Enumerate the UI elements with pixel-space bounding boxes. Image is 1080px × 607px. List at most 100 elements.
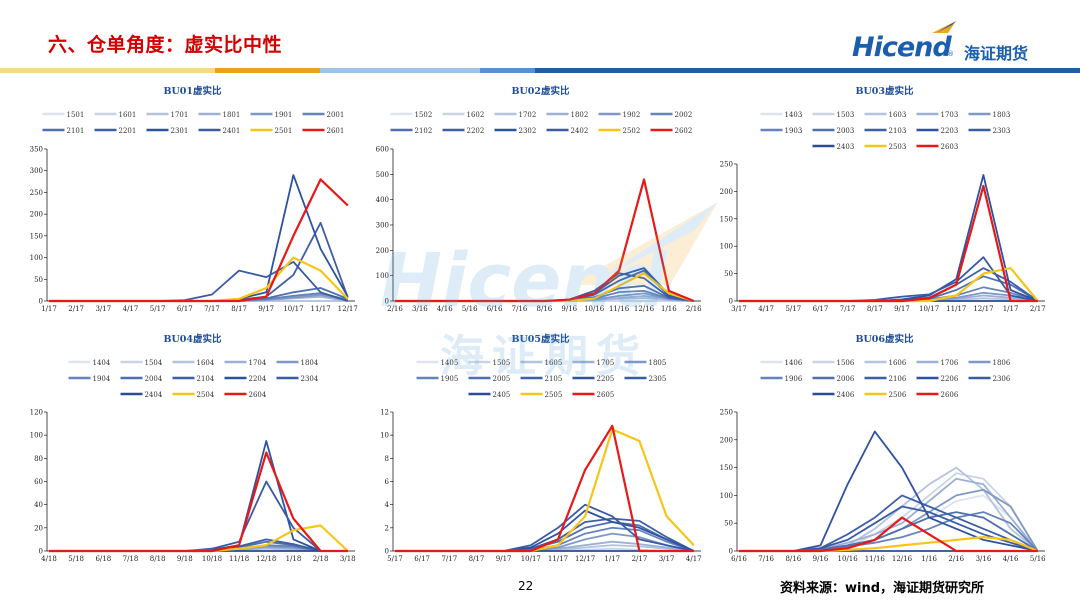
x-tick-label: 1/17: [604, 555, 620, 563]
x-tick-label: 12/16: [892, 555, 913, 563]
y-tick-label: 60: [34, 478, 43, 486]
y-tick-label: 12: [380, 409, 389, 417]
y-tick-label: 20: [34, 524, 43, 532]
x-tick-label: 1/16: [661, 305, 677, 313]
legend-item: 1406: [760, 359, 803, 367]
series-line-2203: [739, 174, 1039, 302]
logo-cn-text: 海证期货: [964, 44, 1029, 63]
legend-label: 1405: [441, 359, 459, 367]
x-tick-label: 12/18: [256, 555, 276, 563]
x-tick-label: 8/16: [537, 305, 553, 313]
x-tick-label: 7/18: [123, 555, 139, 563]
legend-item: 2005: [468, 375, 511, 383]
legend-label: 1701: [171, 111, 189, 119]
legend-item: 2305: [624, 375, 666, 383]
x-tick-label: 5/17: [785, 305, 801, 313]
legend-label: 2504: [197, 391, 215, 399]
x-tick-label: 1/17: [1003, 305, 1019, 313]
legend-item: 2204: [224, 375, 267, 383]
legend-item: 1906: [760, 375, 803, 383]
y-tick-label: 4: [385, 501, 390, 509]
x-tick-label: 6/18: [95, 555, 111, 563]
legend-item: 1901: [250, 111, 293, 119]
y-tick-label: 0: [385, 298, 389, 306]
series-line-2304: [49, 480, 348, 552]
legend-label: 1805: [649, 359, 667, 367]
legend-item: 1404: [68, 359, 111, 367]
x-tick-label: 10/17: [919, 305, 939, 313]
y-tick-label: 0: [385, 548, 389, 556]
legend-item: 2103: [864, 127, 907, 135]
legend-item: 1905: [416, 375, 458, 383]
x-tick-label: 9/17: [496, 555, 512, 563]
legend-label: 1403: [785, 111, 803, 119]
legend-label: 2103: [889, 127, 907, 135]
chart-title: BU05虚实比: [511, 333, 570, 345]
page-number: 22: [518, 579, 534, 593]
legend-item: 2404: [120, 391, 163, 399]
series-line-2606: [739, 516, 1038, 553]
legend-item: 1403: [760, 111, 803, 119]
legend-label: 1603: [889, 111, 907, 119]
legend-item: 1505: [468, 359, 510, 367]
legend-label: 2302: [519, 127, 537, 135]
legend-label: 2406: [837, 391, 855, 399]
series-line-2601: [49, 178, 349, 303]
y-tick-label: 150: [720, 464, 733, 472]
legend-item: 2203: [916, 127, 959, 135]
legend-label: 2001: [327, 111, 345, 119]
legend-label: 1506: [837, 359, 855, 367]
hicend-logo: Hicend ® 海证期货: [852, 21, 1052, 64]
legend-label: 1705: [597, 359, 615, 367]
x-tick-label: 1/17: [41, 305, 57, 313]
x-tick-label: 2/17: [632, 555, 648, 563]
legend-label: 1902: [623, 111, 641, 119]
x-tick-label: 12/17: [338, 305, 358, 313]
x-tick-label: 9/16: [813, 555, 829, 563]
x-tick-label: 2/17: [68, 305, 84, 313]
legend-item: 2402: [546, 127, 588, 135]
legend-label: 1502: [415, 111, 433, 119]
x-tick-label: 10/18: [202, 555, 222, 563]
legend-label: 1602: [467, 111, 485, 119]
legend-item: 2604: [224, 391, 267, 399]
y-tick-label: 250: [720, 409, 733, 417]
y-tick-label: 250: [720, 161, 733, 169]
legend-item: 1704: [224, 359, 267, 367]
legend-label: 2203: [941, 127, 959, 135]
x-tick-label: 3/16: [976, 555, 992, 563]
x-tick-label: 2/16: [387, 305, 403, 313]
legend-item: 2101: [42, 127, 84, 135]
legend-label: 1903: [785, 127, 803, 135]
legend-label: 1901: [275, 111, 293, 119]
x-tick-label: 3/18: [340, 555, 356, 563]
legend-item: 1606: [864, 359, 907, 367]
legend-label: 1706: [941, 359, 959, 367]
legend-label: 2005: [493, 375, 511, 383]
x-tick-label: 5/16: [1030, 555, 1046, 563]
logo-registered: ®: [947, 50, 954, 58]
chart-title: BU01虚实比: [163, 85, 222, 97]
x-tick-label: 4/16: [437, 305, 453, 313]
y-tick-label: 80: [34, 455, 43, 463]
x-tick-label: 9/17: [894, 305, 910, 313]
x-tick-label: 11/16: [865, 555, 886, 563]
x-tick-label: 9/17: [258, 305, 274, 313]
legend-label: 2601: [327, 127, 345, 135]
legend-item: 1603: [864, 111, 907, 119]
legend-item: 2403: [812, 143, 854, 151]
chart-2: BU02虚实比 1502 1602 1702 1802 1902 2002 2102 2202 2…: [376, 85, 703, 313]
legend-item: 1805: [624, 359, 667, 367]
y-tick-label: 300: [30, 167, 43, 175]
legend-item: 1806: [968, 359, 1011, 367]
legend-item: 2003: [812, 127, 854, 135]
legend-label: 1504: [145, 359, 163, 367]
legend-item: 1801: [198, 111, 240, 119]
legend-label: 1404: [93, 359, 111, 367]
legend-item: 2106: [864, 375, 907, 383]
legend-label: 2102: [415, 127, 433, 135]
legend-item: 2304: [276, 375, 319, 383]
series-line-2605: [395, 424, 694, 553]
x-tick-label: 11/17: [548, 555, 568, 563]
x-tick-label: 8/16: [785, 555, 801, 563]
